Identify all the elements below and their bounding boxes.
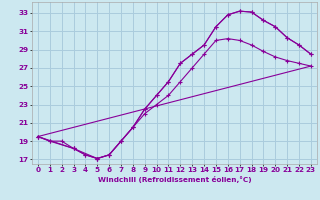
- X-axis label: Windchill (Refroidissement éolien,°C): Windchill (Refroidissement éolien,°C): [98, 176, 251, 183]
